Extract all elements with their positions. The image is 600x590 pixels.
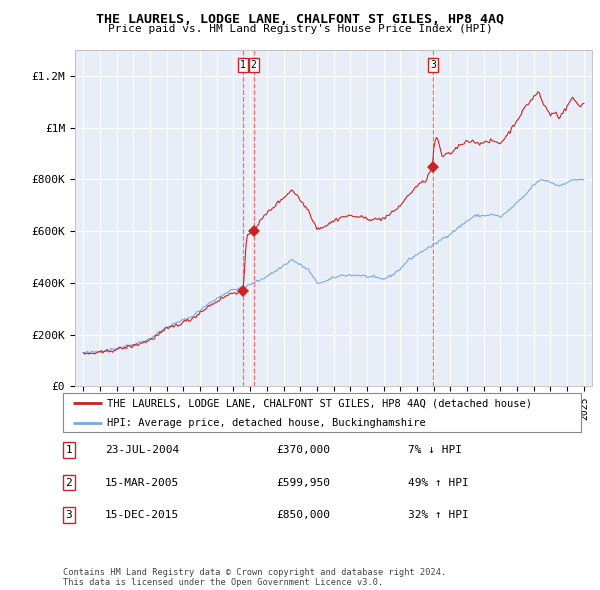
- Text: 1: 1: [240, 60, 246, 70]
- Text: Contains HM Land Registry data © Crown copyright and database right 2024.
This d: Contains HM Land Registry data © Crown c…: [63, 568, 446, 587]
- FancyBboxPatch shape: [62, 394, 581, 431]
- Text: 23-JUL-2004: 23-JUL-2004: [105, 445, 179, 455]
- Text: 15-DEC-2015: 15-DEC-2015: [105, 510, 179, 520]
- Text: THE LAURELS, LODGE LANE, CHALFONT ST GILES, HP8 4AQ (detached house): THE LAURELS, LODGE LANE, CHALFONT ST GIL…: [107, 398, 532, 408]
- Text: £599,950: £599,950: [276, 478, 330, 487]
- Text: 7% ↓ HPI: 7% ↓ HPI: [408, 445, 462, 455]
- Text: THE LAURELS, LODGE LANE, CHALFONT ST GILES, HP8 4AQ: THE LAURELS, LODGE LANE, CHALFONT ST GIL…: [96, 13, 504, 26]
- Text: £850,000: £850,000: [276, 510, 330, 520]
- Text: 2: 2: [65, 478, 73, 487]
- Text: £370,000: £370,000: [276, 445, 330, 455]
- Text: 2: 2: [251, 60, 257, 70]
- Text: 3: 3: [65, 510, 73, 520]
- Text: HPI: Average price, detached house, Buckinghamshire: HPI: Average price, detached house, Buck…: [107, 418, 426, 428]
- Text: 15-MAR-2005: 15-MAR-2005: [105, 478, 179, 487]
- Text: 3: 3: [430, 60, 436, 70]
- Text: 32% ↑ HPI: 32% ↑ HPI: [408, 510, 469, 520]
- Text: 1: 1: [65, 445, 73, 455]
- Text: 49% ↑ HPI: 49% ↑ HPI: [408, 478, 469, 487]
- Text: Price paid vs. HM Land Registry's House Price Index (HPI): Price paid vs. HM Land Registry's House …: [107, 24, 493, 34]
